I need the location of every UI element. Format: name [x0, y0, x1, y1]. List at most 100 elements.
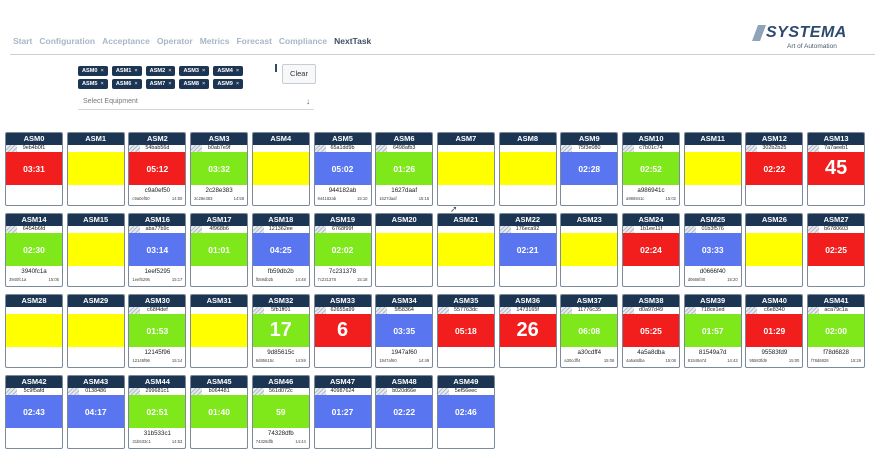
equipment-tile[interactable]: ASM10 c7b01c74 02:52 a986941c a986941c 15:02 — [622, 132, 680, 206]
equipment-tile[interactable]: ASM11 — [683, 132, 742, 206]
chip-remove-icon[interactable]: × — [100, 81, 104, 87]
tile-status-value: 02:21 — [499, 233, 556, 266]
tile-meta — [376, 276, 432, 284]
tile-serial: aca79c1a — [808, 307, 865, 314]
equipment-tile[interactable]: ASM15 — [66, 213, 125, 287]
equipment-tile[interactable]: ASM44 299681c1 02:51 31b533c1 31b533c1 14:53 — [128, 375, 187, 449]
equipment-tile[interactable]: ASM41 aca79c1a 02:00 f78d6828 f78d6828 15:26 — [807, 294, 866, 368]
equipment-tile[interactable]: ASM2 54bab56d 05:12 c9a0ef50 c9a0ef50 14:50 — [128, 132, 187, 206]
tile-serial — [684, 145, 741, 152]
clear-button[interactable]: Clear — [282, 64, 316, 84]
equipment-tile[interactable]: ASM31 — [190, 294, 249, 368]
tile-serial: 65a1dd9b — [314, 145, 371, 152]
equipment-tile[interactable]: ASM4 — [251, 132, 310, 206]
equipment-tile[interactable]: ASM9 75f3e080 02:28 — [560, 132, 619, 206]
equipment-tile[interactable]: ASM22 176eca92 02:21 — [498, 213, 557, 287]
nav-item-configuration[interactable]: Configuration — [39, 36, 96, 46]
equipment-tile[interactable]: ASM29 — [66, 294, 125, 368]
nav-item-metrics[interactable]: Metrics — [199, 36, 230, 46]
equipment-tile[interactable]: ASM38 d0a97d49 05:25 4a5a8dba 4a5a8dba 15:06 — [622, 294, 680, 368]
equipment-tile[interactable]: ASM7 — [436, 132, 495, 206]
equipment-tile[interactable]: ASM3 b0ab7e9f 03:32 2c28e383 2c28e383 14:58 — [190, 132, 249, 206]
equipment-tile[interactable]: ASM48 b020d66e 02:22 — [375, 375, 434, 449]
equipment-tile[interactable]: ASM26 — [745, 213, 804, 287]
equipment-tile[interactable]: ASM0 9eb4b0f1 03:31 — [5, 132, 63, 206]
equipment-tile[interactable]: ASM32 5fb1ff01 17 9d85615c 9d85615c 14:59 — [251, 294, 310, 368]
serial-stripe — [623, 307, 634, 314]
tile-meta-id: 944182ab — [317, 196, 337, 201]
equipment-tile[interactable]: ASM23 — [560, 213, 619, 287]
equipment-tile[interactable]: ASM24 1b1ee11f 02:24 — [622, 213, 680, 287]
tile-meta-id: 1627daaf — [379, 196, 397, 201]
equipment-tile[interactable]: ASM27 b6780603 02:25 — [807, 213, 866, 287]
tile-serial: 9eb4b0f1 — [6, 145, 62, 152]
tile-meta — [315, 438, 371, 446]
tile-meta: a30cdff4 15:06 — [561, 357, 617, 365]
tile-serial: b6780603 — [808, 226, 865, 233]
equipment-tile[interactable]: ASM34 5f58364 03:35 1947af60 1947af60 14:49 — [375, 294, 434, 368]
equipment-tile[interactable]: ASM14 6454b6fd 02:30 3940fc1a 3940fc1a 15:05 — [5, 213, 63, 287]
equipment-tile[interactable]: ASM6 6498afb3 01:26 1627daaf 1627daaf 15:15 — [375, 132, 434, 206]
tile-serial-text: 121362ee — [268, 226, 293, 232]
equipment-tile[interactable]: ASM18 121362ee 04:25 fb59db2b fb59db2b 14:48 — [251, 213, 310, 287]
tile-meta-id: d0666f40 — [687, 277, 706, 282]
equipment-tile[interactable]: ASM35 557763dc 05:18 — [436, 294, 495, 368]
tile-serial: 5ef56eec — [437, 388, 494, 395]
equipment-tile[interactable]: ASM16 aba77b9c 03:14 1eef5295 1eef5295 15:17 — [128, 213, 187, 287]
select-equipment-dropdown[interactable]: Select Equipment ↓ — [78, 94, 314, 110]
equipment-tile[interactable]: ASM19 6768f99f 02:02 7c231378 7c231378 15:18 — [313, 213, 372, 287]
tile-serial-text: 6498afb3 — [392, 145, 416, 151]
tile-name: ASM18 — [252, 214, 309, 226]
tile-meta-time: 15:06 — [665, 358, 676, 363]
chip-remove-icon[interactable]: × — [202, 68, 206, 74]
chip-remove-icon[interactable]: × — [235, 68, 240, 74]
equipment-tile[interactable]: ASM42 5c9f5afd 02:43 — [5, 375, 63, 449]
equipment-tile[interactable]: ASM49 5ef56eec 02:46 — [436, 375, 495, 449]
tile-serial-text: 9eb4b0f1 — [22, 145, 46, 151]
nav-item-acceptance[interactable]: Acceptance — [102, 36, 150, 46]
serial-stripe — [6, 145, 17, 152]
equipment-tile[interactable]: ASM47 40987624 01:27 — [313, 375, 372, 449]
equipment-tile[interactable]: ASM5 65a1dd9b 05:02 944182ab 944182ab 15:10 — [313, 132, 372, 206]
equipment-tile[interactable]: ASM30 c68f4def 01:53 12145f96 12145f96 15:14 — [128, 294, 187, 368]
tile-serial: 718ce1ed — [684, 307, 741, 314]
chip-remove-icon[interactable]: × — [235, 81, 240, 87]
equipment-tile[interactable]: ASM39 718ce1ed 01:57 81549a7d 81549a7d 14:43 — [683, 294, 742, 368]
tile-meta — [6, 438, 62, 446]
chip-remove-icon[interactable]: × — [134, 68, 138, 74]
chip-label: ASM4 — [217, 68, 233, 74]
nav-item-forecast[interactable]: Forecast — [236, 36, 272, 46]
nav-item-nexttask[interactable]: NextTask — [334, 36, 372, 46]
equipment-tile[interactable]: ASM1 — [66, 132, 125, 206]
equipment-tile[interactable]: ASM8 — [498, 132, 557, 206]
tile-meta — [68, 195, 124, 203]
chip-remove-icon[interactable]: × — [100, 68, 104, 74]
chip-remove-icon[interactable]: × — [168, 81, 172, 87]
nav-item-compliance[interactable]: Compliance — [278, 36, 328, 46]
equipment-tile[interactable]: ASM40 c6e8340 01:29 95583fd9 95583fd9 15:00 — [745, 294, 804, 368]
nav-item-operator[interactable]: Operator — [156, 36, 193, 46]
equipment-tile[interactable]: ASM45 b064481 01:40 — [190, 375, 249, 449]
chip-remove-icon[interactable]: × — [202, 81, 206, 87]
nav-item-start[interactable]: Start — [13, 36, 33, 46]
chip-remove-icon[interactable]: × — [134, 81, 138, 87]
tile-lot-id: a30cdff4 — [577, 349, 602, 356]
equipment-tile[interactable]: ASM12 302b2b25 02:22 — [745, 132, 804, 206]
equipment-tile[interactable]: ASM36 1473165f 26 — [498, 294, 557, 368]
equipment-tile[interactable]: ASM37 11776c35 06:08 a30cdff4 a30cdff4 15:06 — [560, 294, 619, 368]
equipment-tile[interactable]: ASM20 — [375, 213, 434, 287]
tile-meta-id: f78d6828 — [811, 358, 829, 363]
equipment-chip: ASM5 × — [78, 79, 108, 89]
equipment-tile[interactable]: ASM17 4f968b6 01:01 — [190, 213, 249, 287]
equipment-tile[interactable]: ASM21 — [436, 213, 495, 287]
equipment-tile[interactable]: ASM46 561d072c 59 74328dfb 74328dfb 14:44 — [251, 375, 310, 449]
equipment-chip: ASM7 × — [145, 79, 176, 89]
tile-status-value — [437, 152, 494, 185]
chip-remove-icon[interactable]: × — [168, 68, 172, 74]
equipment-tile[interactable]: ASM33 62655a99 6 — [313, 294, 372, 368]
tile-meta: 81549a7d 14:43 — [685, 357, 741, 365]
equipment-tile[interactable]: ASM28 — [5, 294, 63, 368]
equipment-tile[interactable]: ASM43 0138486 04:17 — [66, 375, 125, 449]
equipment-tile[interactable]: ASM25 01b3f576 03:33 d0666f40 d0666f40 15:20 — [683, 213, 742, 287]
equipment-tile[interactable]: ASM13 7a7aeeb1 45 — [807, 132, 866, 206]
